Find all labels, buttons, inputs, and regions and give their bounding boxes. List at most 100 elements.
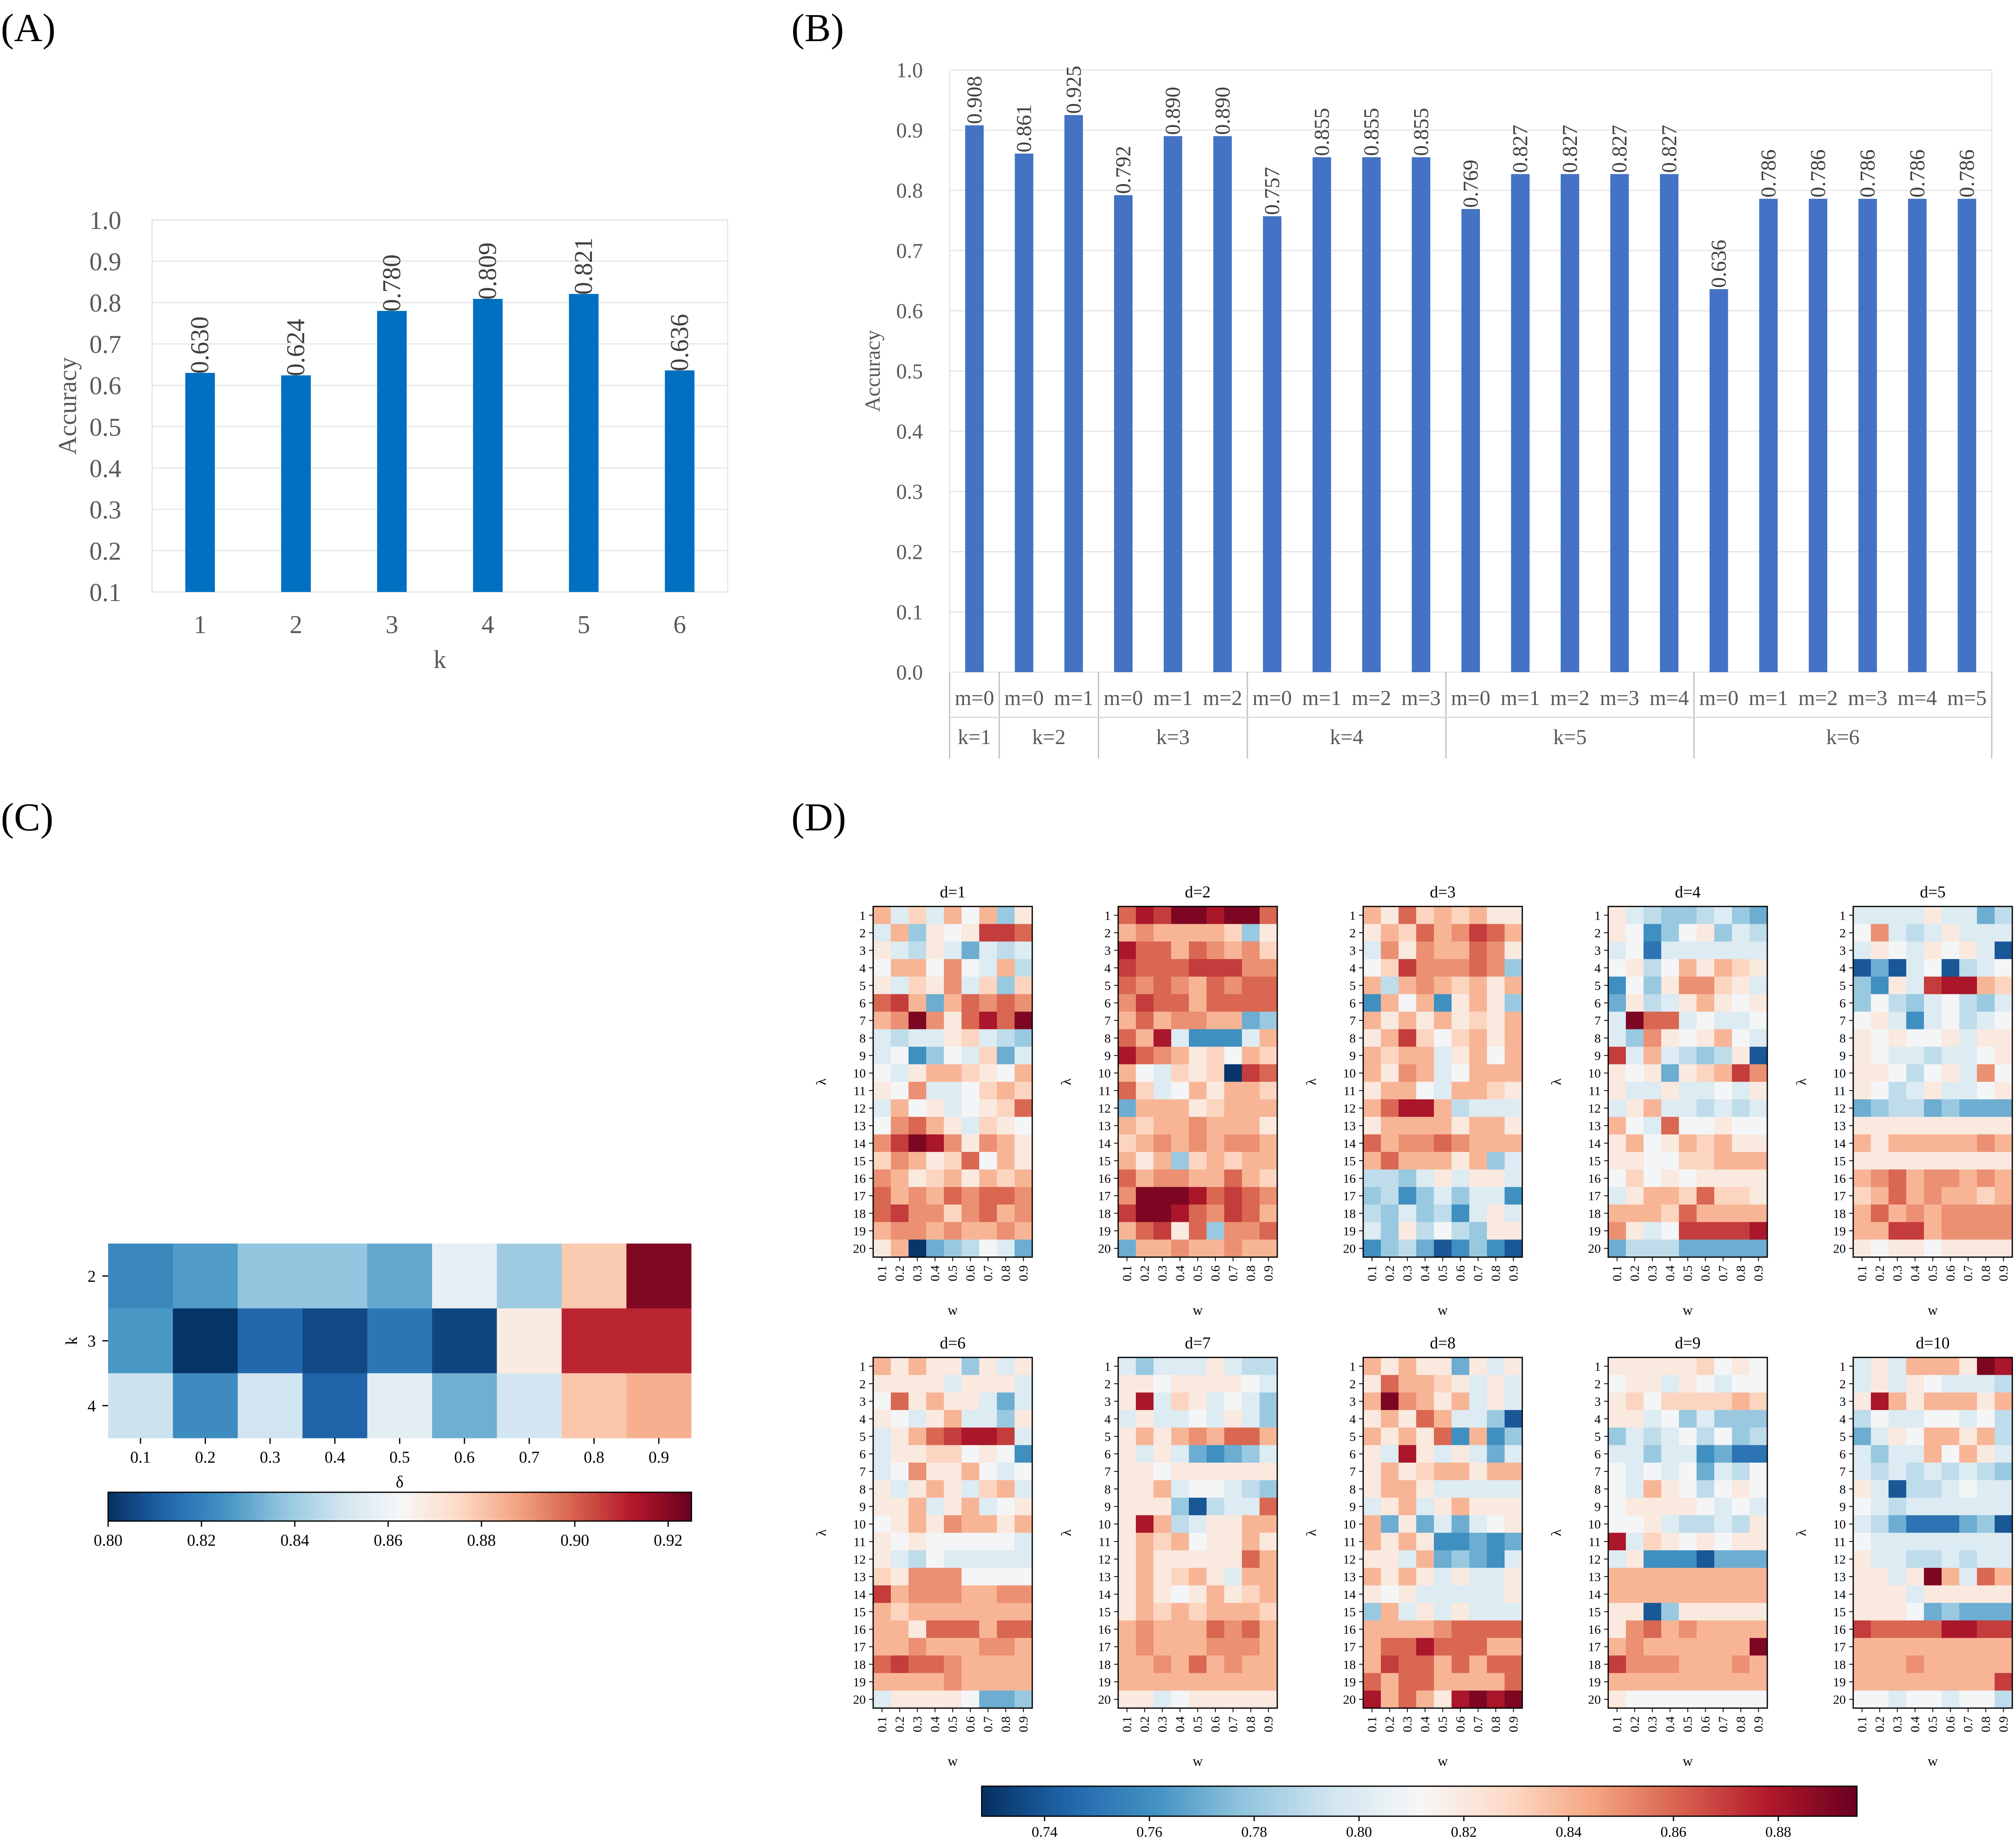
colorbar-segment: [1315, 1786, 1321, 1816]
heatmap-cell: [1363, 1585, 1381, 1603]
colorbar-segment: [647, 1492, 653, 1521]
heatmap-cell: [944, 1029, 962, 1047]
heatmap-cell: [1732, 906, 1750, 925]
heatmap-cell: [1363, 1117, 1381, 1135]
colorbar-segment: [244, 1492, 250, 1521]
heatmap-cell: [1942, 1169, 1960, 1187]
heatmap-cell: [997, 906, 1015, 925]
heatmap-cell: [1995, 1205, 2013, 1223]
heatmap-cell: [1977, 1064, 1995, 1082]
heatmap-cell: [1171, 959, 1189, 977]
bar: [1759, 199, 1778, 672]
x-tick-label: 0.1: [875, 1265, 889, 1281]
heatmap-cell: [1505, 941, 1523, 959]
heatmap-cell: [1871, 1152, 1889, 1170]
heatmap-cell: [1697, 1392, 1715, 1410]
heatmap-cell: [891, 1392, 909, 1410]
heatmap-cell: [1363, 1445, 1381, 1463]
heatmap-cell: [1487, 1222, 1505, 1240]
data-label: 0.809: [474, 243, 502, 300]
heatmap-cell: [1871, 1445, 1889, 1463]
colorbar-segment: [1392, 1786, 1398, 1816]
heatmap-cell: [1959, 1064, 1977, 1082]
heatmap-cell: [1924, 1152, 1942, 1170]
y-axis-label: λ: [1794, 1529, 1809, 1536]
heatmap-cell: [1732, 1585, 1750, 1603]
heatmap-cell: [1118, 1533, 1136, 1551]
heatmap-cell: [108, 1373, 173, 1438]
heatmap-cell: [1015, 1603, 1033, 1621]
colorbar-segment: [127, 1492, 133, 1521]
heatmap-cell: [1995, 1655, 2013, 1674]
heatmap-cell: [1750, 1239, 1768, 1258]
heatmap-cell: [1452, 941, 1470, 959]
colorbar-segment: [1490, 1786, 1496, 1816]
y-tick-label: 1: [1105, 908, 1111, 922]
x-tick-label: 0.2: [1873, 1716, 1887, 1732]
heatmap-cell: [909, 1480, 927, 1498]
colorbar-segment: [1452, 1786, 1458, 1816]
heatmap-cell: [944, 1117, 962, 1135]
x-tick-label: m=4: [1649, 687, 1689, 710]
heatmap-cell: [1399, 1690, 1417, 1709]
heatmap-cell: [1015, 1620, 1033, 1638]
data-label: 0.908: [963, 76, 986, 124]
y-tick-label: 13: [1343, 1119, 1356, 1133]
heatmap-cell: [1154, 906, 1172, 925]
heatmap-cell: [873, 994, 891, 1012]
heatmap-cell: [891, 1169, 909, 1187]
heatmap-cell: [1118, 1603, 1136, 1621]
heatmap-cell: [1906, 1029, 1924, 1047]
heatmap-cell: [1750, 1673, 1768, 1691]
heatmap-cell: [1242, 1375, 1260, 1393]
heatmap-cell: [926, 941, 944, 959]
heatmap-cell: [1505, 1638, 1523, 1656]
heatmap-cell: [1853, 1375, 1871, 1393]
heatmap-cell: [1224, 1375, 1242, 1393]
y-tick-label: 0.2: [896, 541, 923, 564]
heatmap-cell: [1942, 1620, 1960, 1638]
heatmap-cell: [1959, 1205, 1977, 1223]
heatmap-cell: [962, 1603, 980, 1621]
heatmap-cell: [1995, 1690, 2013, 1709]
heatmap-cell: [962, 1152, 980, 1170]
group-label: k=5: [1553, 726, 1586, 749]
colorbar-tick-label: 0.80: [1346, 1824, 1372, 1838]
heatmap-cell: [891, 1462, 909, 1481]
x-tick-label: 0.3: [910, 1265, 925, 1281]
heatmap-cell: [1207, 1117, 1225, 1135]
heatmap-cell: [873, 1690, 891, 1709]
colorbar-segment: [186, 1492, 191, 1521]
heatmap-cell: [1977, 1239, 1995, 1258]
heatmap-cell: [1608, 1515, 1626, 1533]
heatmap-cell: [1924, 1375, 1942, 1393]
heatmap-cell: [1015, 1462, 1033, 1481]
heatmap-cell: [1207, 1082, 1225, 1100]
colorbar-segment: [424, 1492, 430, 1521]
colorbar-segment: [1567, 1786, 1573, 1816]
panel-title: d=2: [1185, 883, 1211, 901]
colorbar-segment: [1272, 1786, 1278, 1816]
colorbar-segment: [1042, 1786, 1048, 1816]
heatmap-cell: [1381, 1462, 1399, 1481]
colorbar-segment: [215, 1492, 220, 1521]
heatmap-cell: [979, 1152, 997, 1170]
colorbar-segment: [1501, 1786, 1507, 1816]
heatmap-cell: [1697, 906, 1715, 925]
heatmap-cell: [1487, 1410, 1505, 1428]
heatmap-cell: [1750, 1638, 1768, 1656]
heatmap-cell: [944, 1603, 962, 1621]
heatmap-cell: [1871, 1117, 1889, 1135]
heatmap-cell: [909, 1152, 927, 1170]
y-tick-label: 13: [1098, 1570, 1111, 1584]
x-tick-label: 0.6: [454, 1448, 475, 1466]
heatmap-cell: [1505, 1392, 1523, 1410]
heatmap-cell: [1732, 1099, 1750, 1117]
y-tick-label: 10: [1343, 1066, 1356, 1080]
x-tick-label: 0.3: [1645, 1265, 1660, 1281]
y-tick-label: 0.3: [90, 496, 122, 524]
heatmap-cell: [1505, 1427, 1523, 1445]
colorbar-segment: [565, 1492, 571, 1521]
y-tick-label: 11: [1588, 1535, 1601, 1549]
